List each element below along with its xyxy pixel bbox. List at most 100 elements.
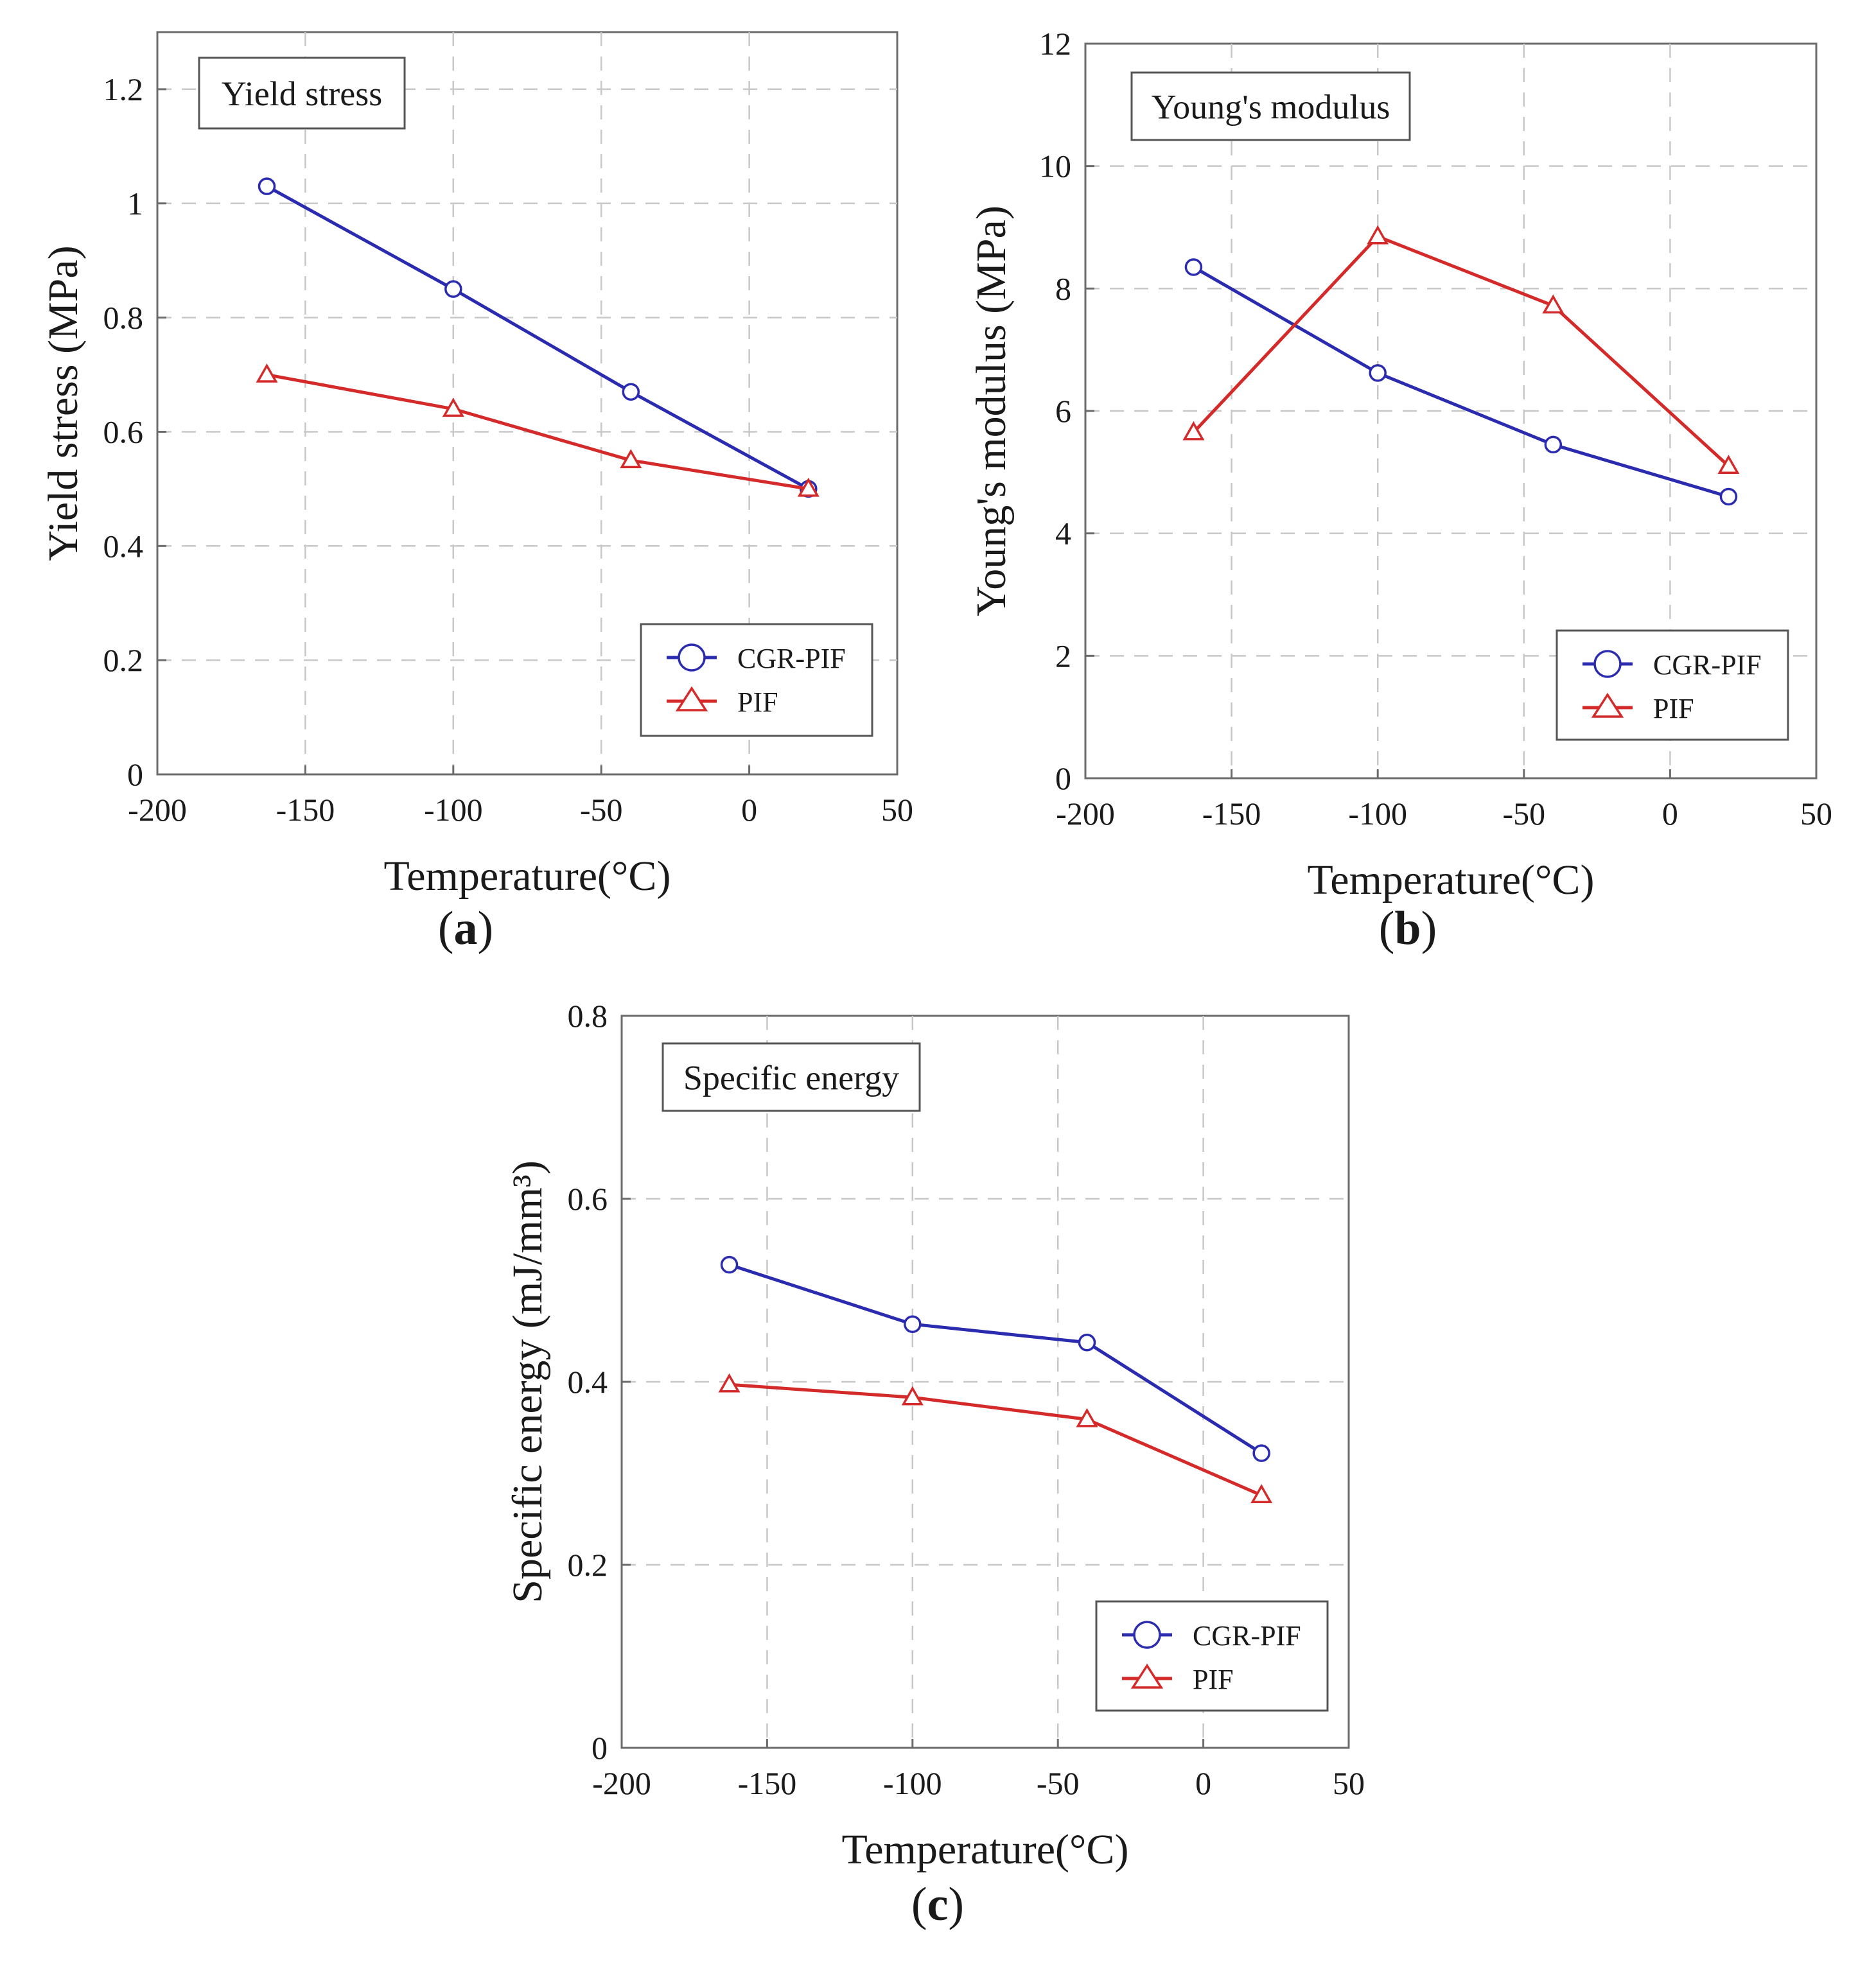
- data-point-pif: [256, 363, 278, 383]
- legend-label: CGR-PIF: [1653, 649, 1762, 681]
- panel-label: (b): [1379, 902, 1437, 955]
- x-tick-label: -150: [1202, 796, 1261, 832]
- y-tick-label: 0.4: [568, 1364, 608, 1400]
- legend-label: CGR-PIF: [1193, 1620, 1301, 1652]
- x-axis-title: Temperature(°C): [1308, 857, 1595, 903]
- data-point-cgr-pif: [1184, 258, 1203, 276]
- legend-label: PIF: [1653, 693, 1694, 724]
- legend-label: PIF: [737, 686, 778, 718]
- y-tick-label: 8: [1055, 270, 1071, 306]
- chart-title-box: [662, 1042, 921, 1112]
- data-point-pif: [797, 477, 820, 497]
- data-point-pif: [901, 1386, 924, 1406]
- panel-label: (c): [911, 1878, 964, 1931]
- legend-circle-marker: [1133, 1621, 1161, 1649]
- x-tick-label: 0: [1195, 1765, 1211, 1801]
- x-tick-label: -200: [1056, 796, 1115, 832]
- series-line-pif: [1192, 234, 1730, 467]
- legend-triangle-marker: [1591, 692, 1624, 718]
- data-point-pif: [1367, 225, 1389, 245]
- data-point-pif: [1076, 1408, 1098, 1427]
- data-point-pif: [620, 449, 642, 469]
- y-tick-label: 12: [1039, 26, 1071, 62]
- x-tick-label: 0: [1662, 796, 1678, 832]
- data-point-cgr-pif: [1719, 487, 1738, 506]
- x-axis-title: Temperature(°C): [842, 1826, 1129, 1873]
- y-tick-label: 6: [1055, 393, 1071, 429]
- chart-title: Specific energy: [683, 1059, 899, 1097]
- x-tick-label: 50: [881, 792, 913, 828]
- y-axis-title: Specific energy (mJ/mm³): [504, 1160, 551, 1603]
- chart-title-box: [198, 57, 406, 130]
- series-line-pif: [729, 1382, 1263, 1497]
- legend-triangle-marker: [675, 686, 708, 711]
- y-tick-label: 0.6: [103, 414, 144, 449]
- x-tick-label: -150: [738, 1765, 797, 1801]
- data-point-pif: [1182, 421, 1205, 440]
- data-point-cgr-pif: [258, 177, 276, 195]
- data-point-pif: [718, 1373, 741, 1393]
- x-tick-label: -200: [128, 792, 187, 828]
- series-line-cgr-pif: [1193, 265, 1730, 498]
- data-point-cgr-pif: [1078, 1333, 1096, 1352]
- data-point-pif: [1250, 1484, 1273, 1503]
- y-tick-label: 0.2: [103, 642, 144, 678]
- y-tick-label: 4: [1055, 516, 1071, 552]
- data-point-cgr-pif: [1252, 1444, 1270, 1462]
- y-tick-label: 0: [1055, 760, 1071, 796]
- x-tick-label: -50: [1502, 796, 1545, 832]
- panel-label: (a): [438, 902, 493, 955]
- x-tick-label: -100: [1348, 796, 1407, 832]
- x-tick-label: 50: [1800, 796, 1832, 832]
- x-tick-label: -50: [1037, 1765, 1080, 1801]
- chart-panel-a: -200 -150 -100 -50 0 50 0 0.2 0.4 0.6 0.8 1 1.2 Tempe…: [40, 31, 913, 955]
- legend-box: [1556, 629, 1789, 741]
- x-tick-label: 50: [1333, 1765, 1365, 1801]
- data-point-cgr-pif: [1369, 364, 1387, 382]
- series-line-cgr-pif: [728, 1263, 1263, 1455]
- x-tick-label: -50: [580, 792, 623, 828]
- chart-panel-c: -200 -150 -100 -50 0 50 0 0.2 0.4 0.6 0.8 Temperatu…: [504, 998, 1365, 1931]
- legend-box: [640, 623, 873, 737]
- x-tick-label: -200: [592, 1765, 651, 1801]
- y-tick-label: 0.6: [568, 1181, 608, 1217]
- y-tick-label: 0.8: [103, 300, 144, 336]
- x-axis-title: Temperature(°C): [384, 853, 671, 900]
- chart-title: Yield stress: [222, 74, 383, 113]
- data-point-pif: [1542, 294, 1565, 314]
- y-tick-label: 0: [592, 1730, 608, 1766]
- legend-circle-marker: [678, 643, 706, 672]
- series-line-pif: [267, 373, 809, 491]
- data-point-pif: [1717, 455, 1740, 475]
- x-tick-label: 0: [741, 792, 757, 828]
- chart-title: Young's modulus: [1152, 88, 1390, 126]
- data-point-cgr-pif: [904, 1315, 922, 1333]
- y-tick-label: 10: [1039, 148, 1071, 184]
- data-point-cgr-pif: [1544, 435, 1563, 454]
- data-point-pif: [442, 397, 464, 417]
- data-point-cgr-pif: [622, 383, 640, 401]
- y-tick-label: 1.2: [103, 71, 144, 107]
- y-tick-label: 0.8: [568, 998, 608, 1034]
- y-tick-label: 0: [127, 756, 143, 792]
- y-tick-label: 0.2: [568, 1547, 608, 1583]
- chart-title-box: [1130, 71, 1411, 141]
- chart-panel-b: -200 -150 -100 -50 0 50 0 2 4 6 8 10 12 Temperature(°…: [968, 26, 1832, 955]
- legend-circle-marker: [1593, 650, 1622, 678]
- legend-triangle-marker: [1130, 1663, 1164, 1689]
- x-tick-label: -100: [424, 792, 483, 828]
- legend-label: CGR-PIF: [737, 643, 846, 674]
- x-tick-label: -100: [883, 1765, 942, 1801]
- x-tick-label: -150: [276, 792, 335, 828]
- series-line-cgr-pif: [266, 184, 809, 491]
- y-axis-title: Young's modulus (MPa): [968, 205, 1015, 616]
- y-tick-label: 0.4: [103, 528, 144, 564]
- legend-label: PIF: [1193, 1664, 1234, 1695]
- y-tick-label: 1: [127, 186, 143, 222]
- data-point-cgr-pif: [720, 1255, 739, 1274]
- data-point-cgr-pif: [444, 280, 462, 298]
- legend-box: [1095, 1600, 1329, 1712]
- y-axis-title: Yield stress (MPa): [40, 245, 87, 561]
- y-tick-label: 2: [1055, 638, 1071, 674]
